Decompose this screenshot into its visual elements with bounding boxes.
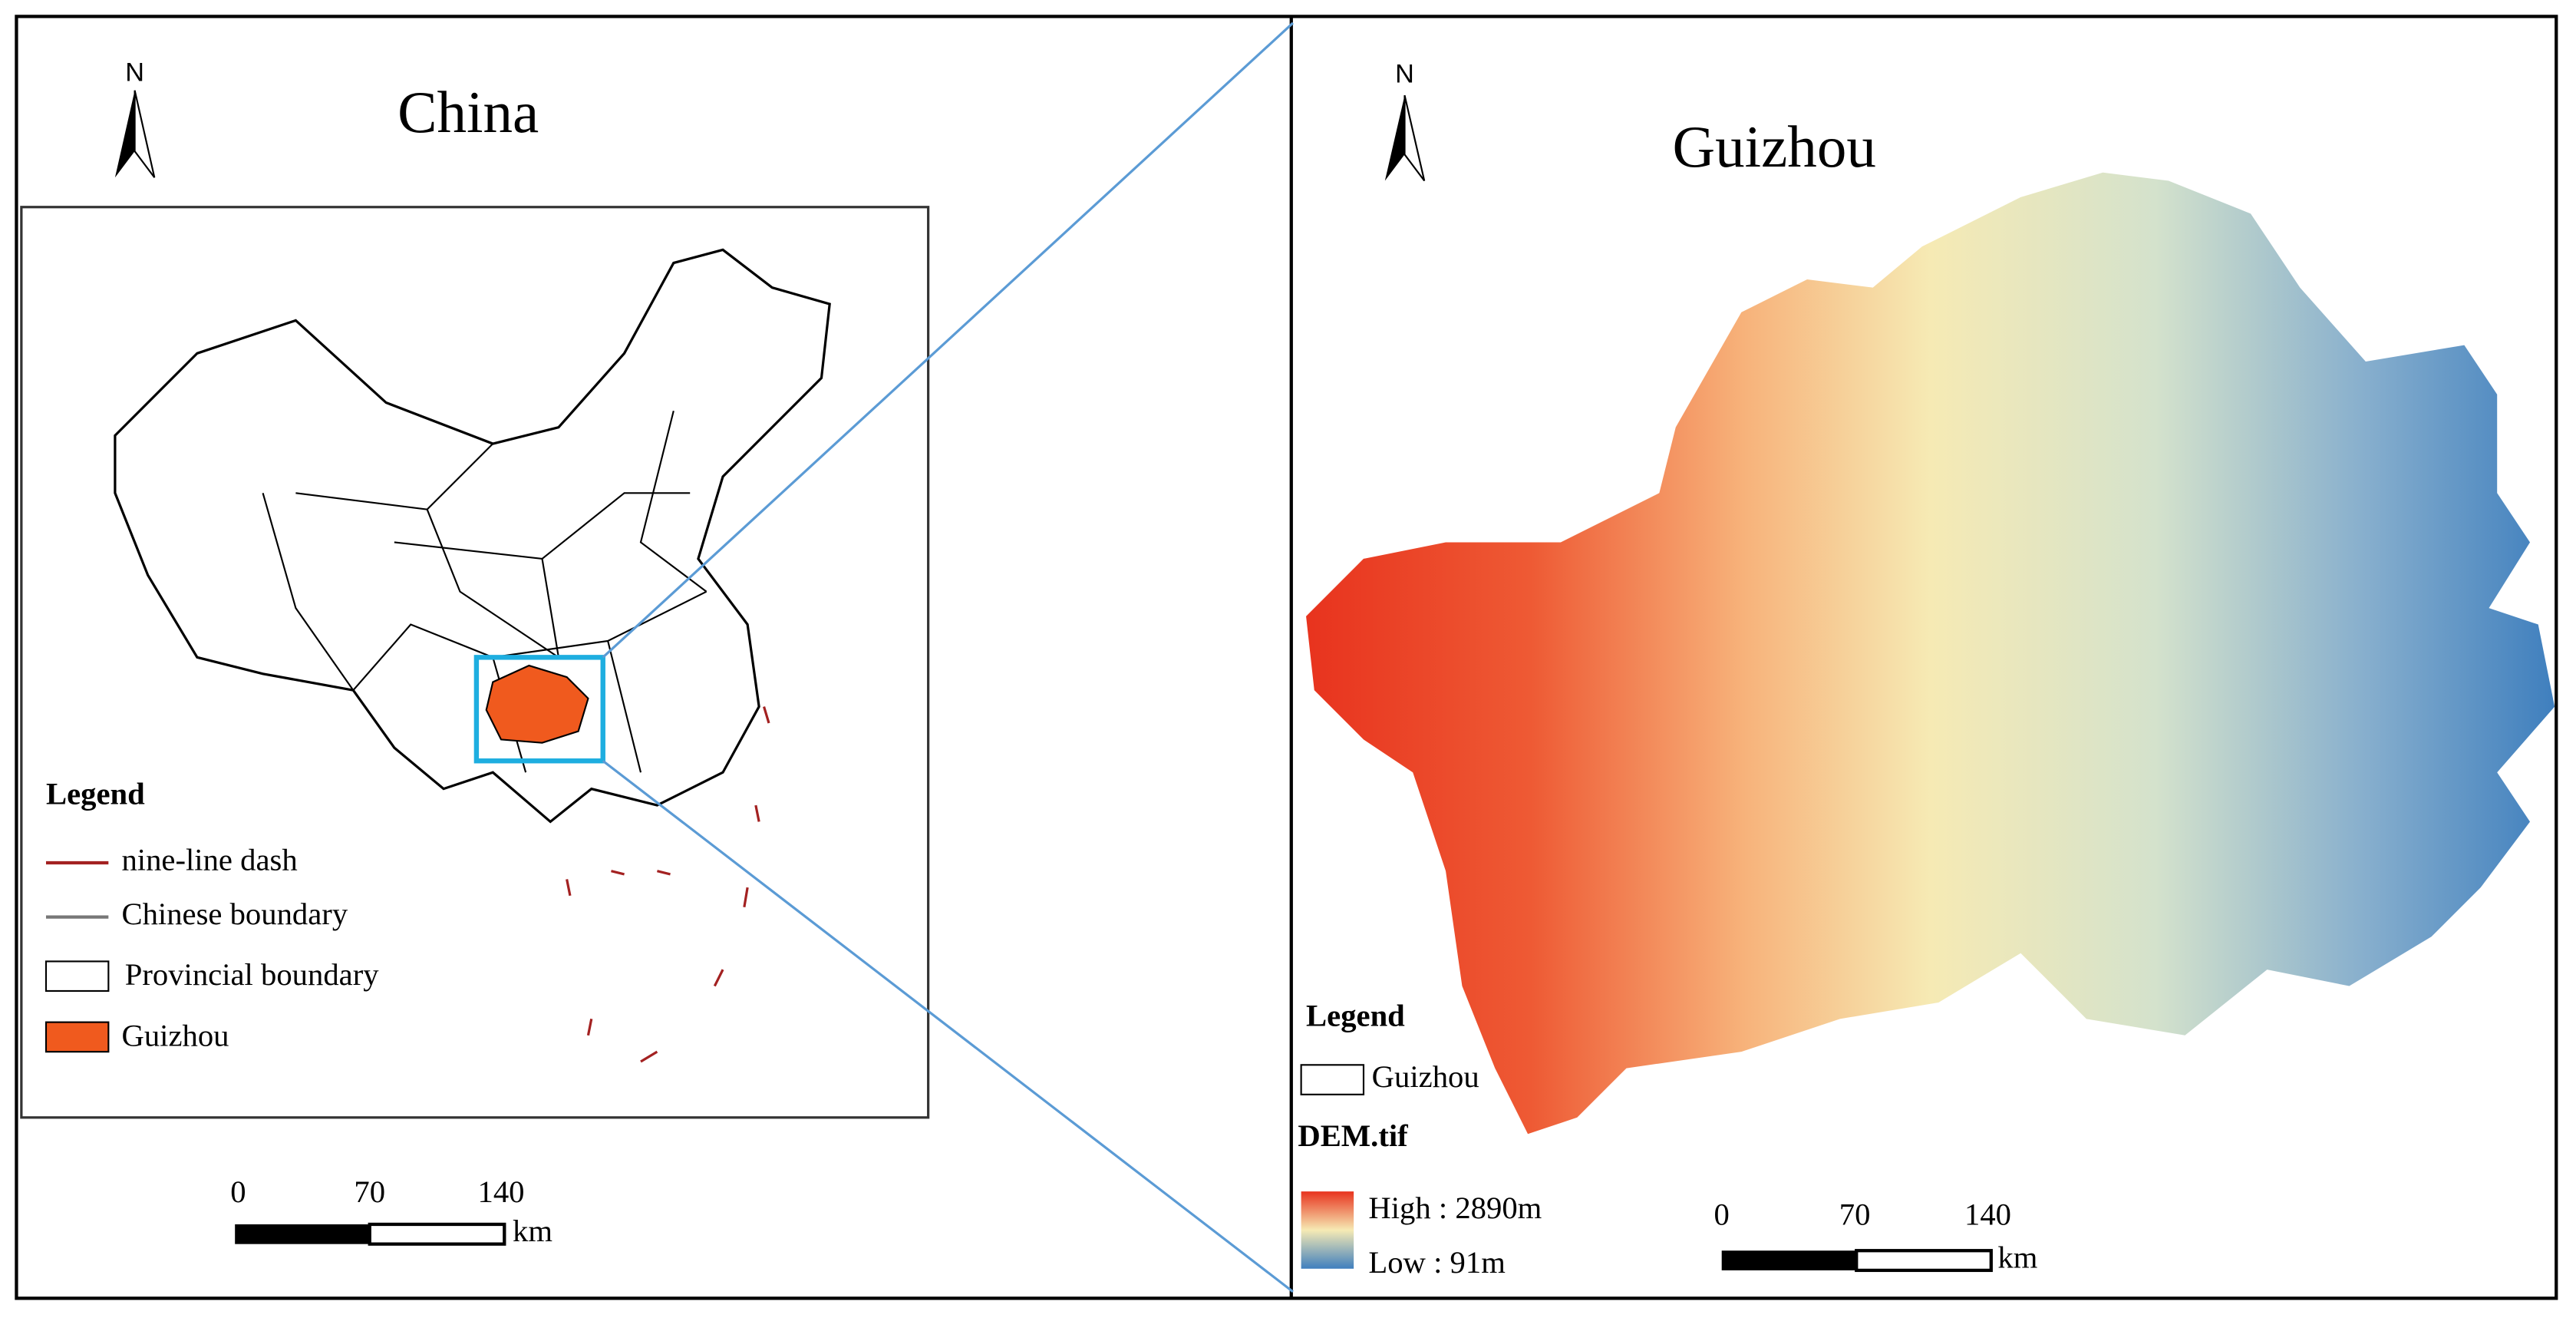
north-label: N bbox=[125, 58, 144, 87]
legend-item: High : 2890m bbox=[1368, 1191, 1542, 1225]
scale-label: 70 bbox=[1839, 1197, 1871, 1232]
legend-swatch bbox=[45, 960, 110, 993]
north-arrow bbox=[114, 90, 135, 178]
connector-line bbox=[602, 21, 1295, 659]
legend-item: Low : 91m bbox=[1368, 1245, 1505, 1280]
legend-color-ramp bbox=[1301, 1191, 1354, 1269]
north-arrow bbox=[1403, 94, 1426, 182]
legend-item: Provincial boundary bbox=[125, 957, 380, 992]
scale-bar bbox=[368, 1222, 506, 1246]
connector-line bbox=[602, 759, 1294, 1293]
legend-item: nine-line dash bbox=[121, 842, 297, 877]
legend-title: Legend bbox=[46, 777, 145, 811]
scale-label: 0 bbox=[1714, 1197, 1730, 1232]
outer-frame bbox=[15, 15, 2558, 1300]
scale-label: 0 bbox=[230, 1174, 246, 1209]
north-arrow bbox=[1384, 95, 1405, 181]
north-label: N bbox=[1395, 60, 1414, 89]
legend-swatch bbox=[1300, 1064, 1365, 1095]
title: Guizhou bbox=[1673, 114, 1876, 180]
nine-dash-line bbox=[566, 706, 770, 1063]
scale-label: 140 bbox=[1964, 1197, 2011, 1232]
scale-bar bbox=[1855, 1249, 1993, 1273]
scale-bar bbox=[1721, 1250, 1857, 1270]
zoom-box bbox=[473, 655, 605, 764]
title: China bbox=[397, 79, 539, 145]
legend-subtitle: DEM.tif bbox=[1298, 1118, 1408, 1153]
scale-label: 70 bbox=[354, 1174, 385, 1209]
dem-raster bbox=[1306, 172, 2555, 1135]
guizhou-highlight bbox=[485, 664, 589, 744]
legend-item: Chinese boundary bbox=[121, 897, 348, 931]
legend-title: Legend bbox=[1306, 999, 1405, 1033]
scale-label: 140 bbox=[478, 1174, 525, 1209]
map-frame bbox=[20, 206, 930, 1119]
north-arrow bbox=[134, 90, 156, 178]
scale-bar bbox=[235, 1224, 370, 1244]
scale-unit: km bbox=[513, 1214, 552, 1248]
legend-item: Guizhou bbox=[1372, 1059, 1479, 1094]
china-outline bbox=[114, 248, 831, 824]
scale-unit: km bbox=[1997, 1240, 2037, 1274]
legend-swatch bbox=[45, 1021, 110, 1053]
legend-item: Guizhou bbox=[121, 1018, 229, 1052]
